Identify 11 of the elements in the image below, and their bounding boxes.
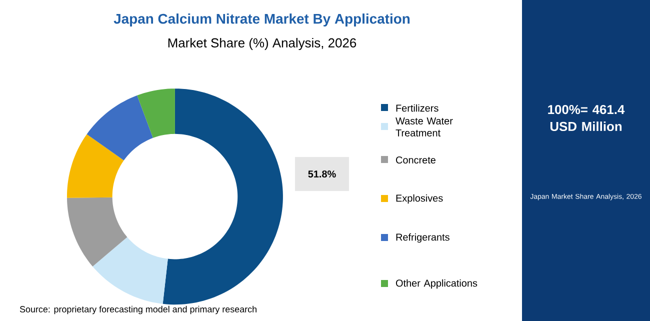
legend-label: Fertilizers bbox=[396, 104, 438, 112]
legend-label: Waste Water Treatment bbox=[396, 118, 453, 136]
legend-label: Refrigerants bbox=[396, 233, 450, 243]
chart-subtitle: Market Share (%) Analysis, 2026 bbox=[168, 38, 356, 50]
data-label: 51.8% bbox=[308, 170, 336, 178]
legend-label: Other Applications bbox=[396, 279, 478, 289]
text: 100%= 461.4 USD Million bbox=[548, 104, 625, 132]
legend-label: Explosives bbox=[396, 194, 443, 204]
chart-title: Japan Calcium Nitrate Market By Application bbox=[114, 14, 410, 26]
source-note: Source: proprietary forecasting model and primary research bbox=[20, 306, 256, 314]
legend-label: Concrete bbox=[396, 156, 436, 164]
